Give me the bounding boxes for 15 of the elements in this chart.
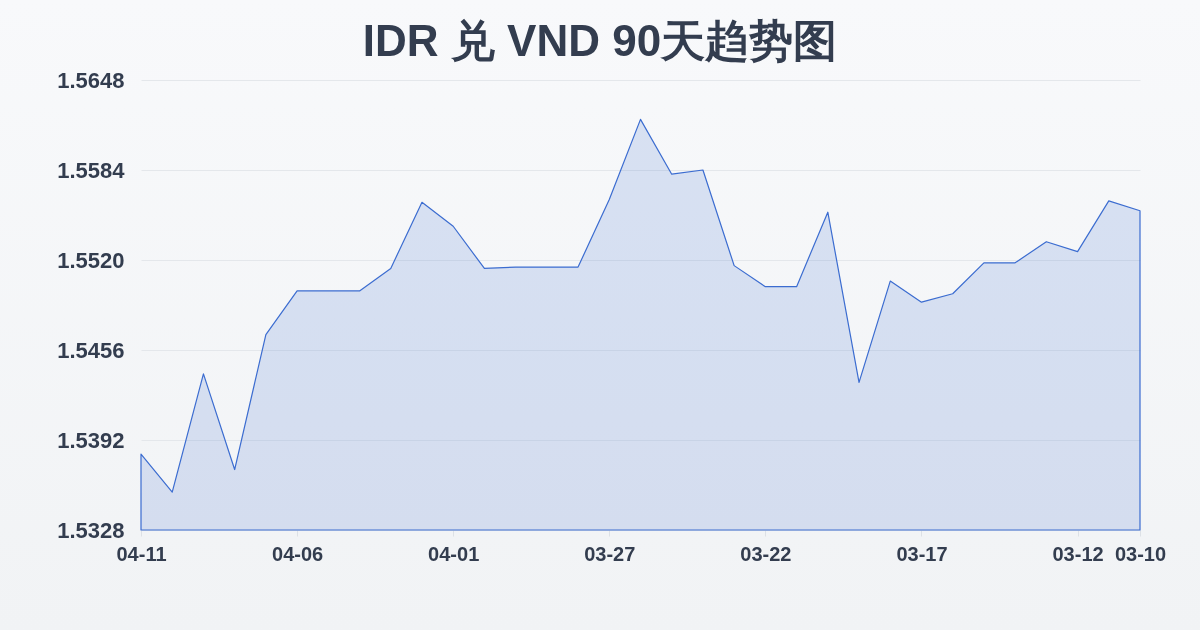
x-tick-label: 03-17 bbox=[896, 542, 948, 565]
x-tick-label: 03-10 bbox=[1114, 542, 1167, 565]
x-tick-label: 04-01 bbox=[428, 542, 480, 565]
y-tick-label: 1.5648 bbox=[57, 67, 125, 93]
x-tick-label: 04-06 bbox=[272, 542, 324, 565]
y-tick-label: 1.5392 bbox=[57, 427, 125, 453]
x-tick-label: 03-12 bbox=[1052, 542, 1104, 565]
y-tick-label: 1.5456 bbox=[57, 337, 125, 363]
y-tick-label: 1.5520 bbox=[57, 247, 125, 273]
x-tick-label: 03-22 bbox=[740, 542, 792, 565]
y-tick-label: 1.5584 bbox=[57, 157, 126, 183]
x-tick-label: 04-11 bbox=[116, 542, 167, 565]
chart-title: IDR 兑 VND 90天趋势图 bbox=[362, 16, 838, 65]
y-tick-label: 1.5328 bbox=[57, 517, 125, 543]
x-tick-label: 03-27 bbox=[584, 542, 636, 565]
